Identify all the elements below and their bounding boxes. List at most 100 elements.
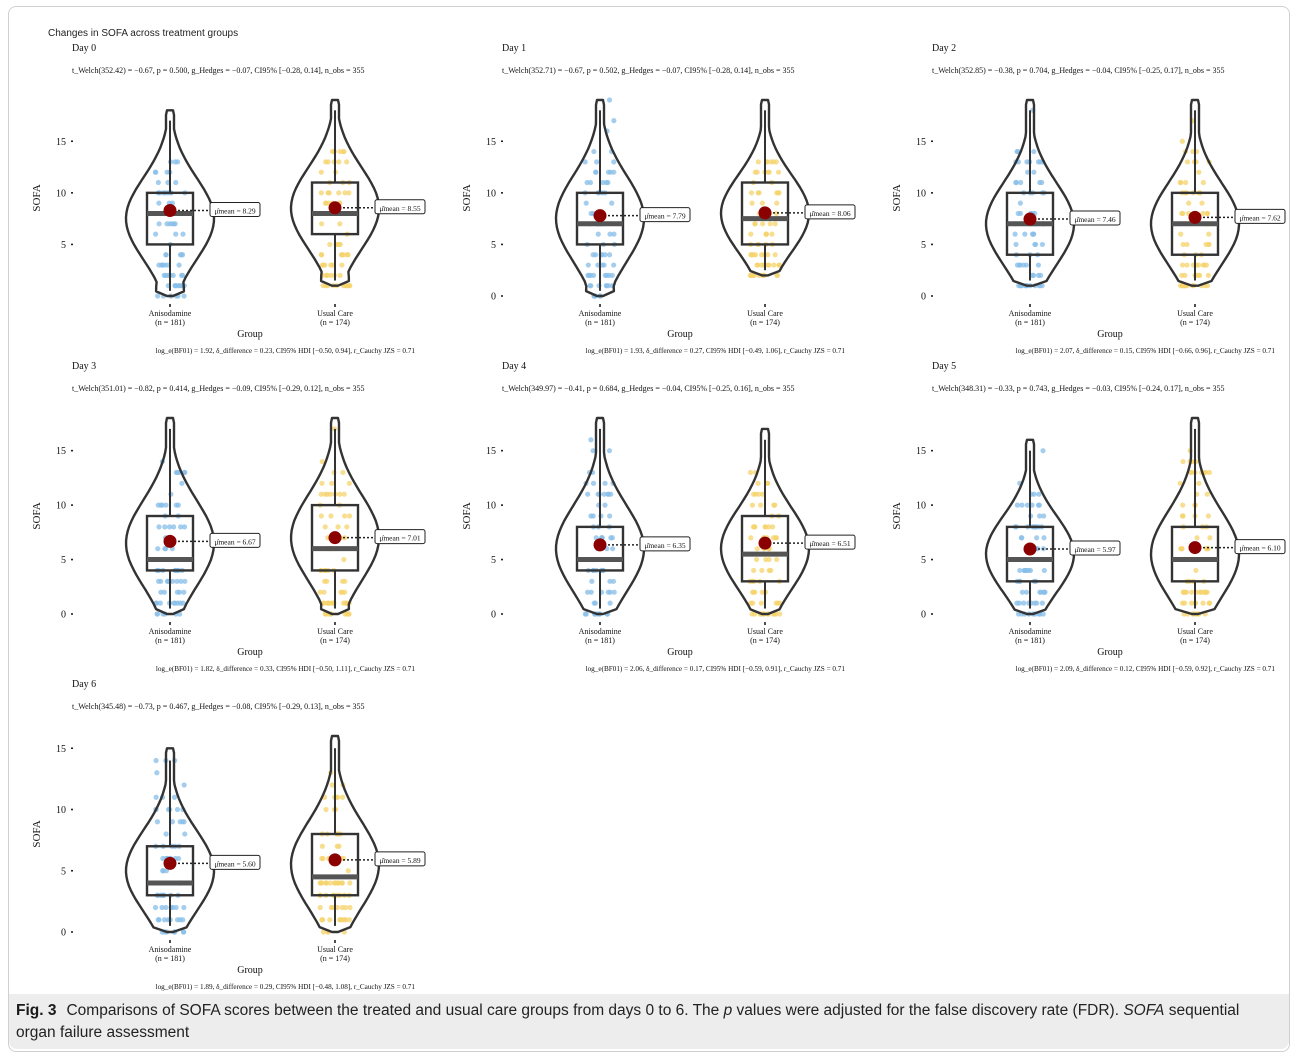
mean-label-box xyxy=(209,201,261,217)
caption-figure-label: Fig. 3 xyxy=(16,1002,57,1019)
data-point xyxy=(753,491,759,497)
mean-label-box xyxy=(1234,208,1286,224)
data-point xyxy=(748,252,754,258)
data-point xyxy=(345,868,351,874)
data-point xyxy=(1036,491,1042,497)
data-point xyxy=(582,611,588,617)
data-point xyxy=(161,589,168,595)
data-point xyxy=(178,272,185,278)
data-point xyxy=(592,600,598,606)
data-point xyxy=(346,513,353,519)
mean-label: μ̂mean = 7.01 xyxy=(379,534,421,543)
data-point xyxy=(1188,600,1195,606)
data-point xyxy=(590,513,596,519)
panel-day-6: Day 6 t_Welch(345.48) = −0.73, p = 0.467,… xyxy=(31,679,426,991)
mean-point xyxy=(163,534,177,548)
caption-text-2: values were adjusted for the false disco… xyxy=(732,1002,1124,1019)
data-point xyxy=(585,491,591,497)
data-point xyxy=(182,831,188,837)
data-point xyxy=(325,600,332,606)
data-point xyxy=(1031,491,1037,497)
data-point xyxy=(590,448,596,454)
data-point xyxy=(154,770,160,776)
data-point xyxy=(334,843,340,849)
data-point xyxy=(178,578,184,584)
data-point xyxy=(764,480,770,486)
y-axis-label: SOFA xyxy=(31,820,43,847)
data-point xyxy=(1022,567,1029,574)
y-tick-label: 5 xyxy=(491,555,496,566)
data-point xyxy=(181,929,187,935)
data-point xyxy=(775,600,781,606)
violin-outline xyxy=(289,416,381,616)
data-point xyxy=(323,806,329,813)
mean-point xyxy=(328,853,342,867)
data-point xyxy=(1017,200,1024,206)
data-point xyxy=(753,556,760,563)
y-tick-mark xyxy=(71,931,73,933)
data-point xyxy=(607,252,613,258)
y-tick-mark xyxy=(501,243,503,246)
data-point xyxy=(337,221,343,227)
mean-label-box xyxy=(804,204,856,220)
panel-subtitle: t_Welch(345.48) = −0.73, p = 0.467, g_He… xyxy=(72,702,364,711)
data-point xyxy=(588,210,594,217)
mean-label-box xyxy=(209,854,261,870)
mean-label-box xyxy=(1069,210,1121,226)
data-point xyxy=(1205,272,1211,278)
y-tick-label: 10 xyxy=(916,501,926,512)
iqr-box xyxy=(575,525,625,572)
data-point xyxy=(319,843,325,849)
y-tick-mark xyxy=(71,140,73,143)
x-tick-n-label: (n = 174) xyxy=(320,636,350,645)
data-point xyxy=(748,231,754,237)
mean-point xyxy=(758,206,772,220)
mean-label: μ̂mean = 8.06 xyxy=(809,209,851,218)
data-point xyxy=(607,231,613,237)
x-tick-label: Anisodamine xyxy=(149,945,192,954)
data-point xyxy=(172,600,178,606)
panel-title: Day 2 xyxy=(932,43,956,54)
y-tick-label: 10 xyxy=(56,501,66,512)
data-point xyxy=(585,262,591,268)
data-point xyxy=(1197,272,1203,278)
data-point xyxy=(327,880,333,886)
data-point xyxy=(163,252,169,258)
y-tick-label: 15 xyxy=(916,137,926,148)
data-point xyxy=(1019,535,1025,541)
data-point xyxy=(611,262,617,268)
data-point xyxy=(1199,200,1205,206)
mean-label: μ̂mean = 7.79 xyxy=(644,212,686,221)
data-point xyxy=(611,231,617,237)
data-point xyxy=(323,159,329,165)
data-point xyxy=(1013,179,1019,186)
data-point xyxy=(1032,241,1038,248)
data-point xyxy=(605,491,612,497)
data-point xyxy=(329,480,335,486)
data-point xyxy=(1024,159,1030,165)
y-tick-label: 5 xyxy=(491,240,496,251)
mean-point xyxy=(163,856,177,870)
data-point xyxy=(772,252,778,258)
data-point xyxy=(153,794,159,800)
data-point xyxy=(177,524,184,530)
data-point xyxy=(327,917,333,923)
mean-label-box xyxy=(639,207,691,223)
data-point xyxy=(163,904,169,911)
data-point xyxy=(327,241,333,248)
iqr-box xyxy=(310,181,360,236)
data-point xyxy=(318,190,324,196)
data-point xyxy=(774,272,780,278)
y-tick-mark xyxy=(501,504,503,506)
data-point xyxy=(759,491,766,497)
y-tick-label: 0 xyxy=(61,610,66,621)
data-point xyxy=(321,589,327,595)
data-point xyxy=(611,589,617,595)
data-point xyxy=(163,831,169,837)
data-point xyxy=(748,535,754,541)
data-point xyxy=(173,179,179,186)
data-point xyxy=(590,252,596,258)
data-point xyxy=(177,819,183,825)
data-point xyxy=(318,491,324,497)
mean-label: μ̂mean = 7.62 xyxy=(1239,213,1281,222)
